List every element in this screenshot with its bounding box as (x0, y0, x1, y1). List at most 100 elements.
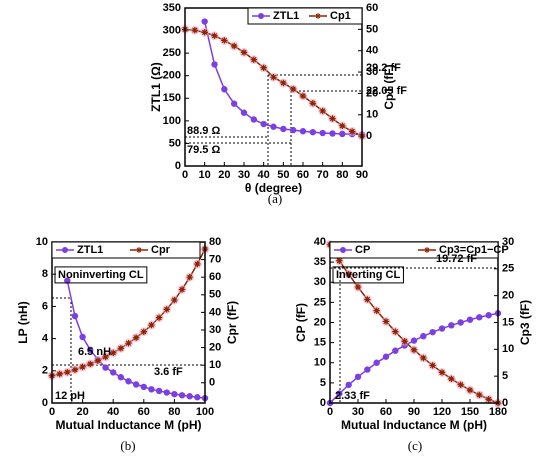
y2-axis-label: Cp1 (fF) (382, 64, 396, 109)
marker (345, 381, 352, 389)
marker (373, 359, 380, 366)
marker (382, 353, 390, 360)
marker (309, 128, 317, 136)
marker (448, 375, 455, 383)
marker (140, 383, 147, 391)
marker (163, 389, 170, 396)
annotation: Inverting CL (336, 269, 400, 281)
marker (364, 366, 371, 373)
marker (221, 86, 228, 93)
marker (186, 393, 193, 400)
marker (466, 316, 474, 323)
marker (457, 381, 464, 388)
marker (211, 61, 218, 68)
marker (329, 130, 336, 137)
marker (240, 109, 248, 116)
x-tick-label: 10 (199, 169, 211, 181)
marker (410, 337, 418, 344)
y2-tick-label: 20 (209, 341, 221, 353)
y2-tick-label: 20 (502, 290, 514, 302)
annotation: 2.33 fF (335, 390, 370, 402)
y2-axis-label: Cp3 (fF) (518, 300, 532, 345)
annotation: 29.2 fF (366, 62, 401, 74)
y-tick-label: 350 (163, 2, 181, 14)
y2-tick-label: 25 (502, 263, 514, 275)
y2-tick-label: 0 (209, 377, 215, 389)
marker (155, 387, 163, 395)
y2-tick-label: 50 (209, 289, 221, 301)
y2-tick-label: 0 (502, 397, 508, 409)
marker (171, 390, 178, 398)
y-axis-label: ZTL1 (Ω) (149, 62, 163, 112)
y-tick-label: 35 (314, 256, 326, 268)
marker (485, 312, 492, 319)
marker (240, 49, 248, 56)
marker (87, 346, 94, 354)
marker (94, 357, 102, 364)
y-tick-label: 30 (314, 276, 326, 288)
y-tick-label: 50 (169, 137, 181, 149)
x-tick-label: 0 (182, 169, 188, 181)
y-tick-label: 8 (42, 268, 48, 280)
marker (64, 277, 71, 284)
legend-marker (424, 247, 430, 253)
y-tick-label: 6 (42, 300, 48, 312)
marker (163, 306, 170, 313)
caption: (c) (408, 438, 422, 453)
marker (382, 318, 390, 325)
y-tick-label: 150 (163, 92, 181, 104)
x-tick-label: 100 (196, 406, 214, 418)
legend (329, 241, 499, 259)
marker (299, 128, 307, 135)
marker (211, 32, 218, 39)
y2-tick-label: 30 (366, 66, 378, 78)
marker (56, 370, 63, 378)
marker (260, 64, 267, 71)
marker (71, 312, 79, 320)
y2-tick-label: 40 (209, 306, 221, 318)
x-tick-label: 30 (238, 169, 250, 181)
legend-marker (258, 13, 264, 19)
y2-tick-label: 20 (366, 87, 378, 99)
y-tick-label: 25 (314, 296, 326, 308)
marker (457, 319, 464, 326)
marker (401, 338, 408, 345)
y-tick-label: 0 (42, 397, 48, 409)
legend-label: Cpr (151, 244, 171, 256)
y2-tick-label: 40 (366, 45, 378, 57)
y2-tick-label: 15 (502, 316, 514, 328)
marker (221, 37, 228, 44)
marker (410, 346, 418, 354)
legend-label: ZTL1 (273, 10, 299, 22)
x-axis-label: Mutual Inductance M (pH) (56, 418, 202, 432)
legend-label: Cp3=Cp1−CP (439, 244, 509, 256)
marker (148, 321, 155, 329)
x-tick-label: 80 (168, 406, 180, 418)
marker (270, 73, 277, 81)
y2-tick-label: 60 (209, 271, 221, 283)
marker (339, 130, 346, 138)
marker (476, 314, 483, 321)
marker (132, 334, 140, 341)
x-tick-label: 60 (138, 406, 150, 418)
y-tick-label: 10 (36, 236, 48, 248)
annotation-box (54, 266, 148, 284)
annotation: 6.5 nH (78, 346, 111, 358)
marker (171, 296, 178, 304)
marker (87, 360, 94, 368)
x-tick-label: 70 (317, 169, 329, 181)
marker (250, 56, 258, 63)
plot-frame (184, 7, 363, 167)
marker (79, 333, 86, 341)
x-tick-label: 180 (489, 406, 507, 418)
marker (429, 362, 436, 369)
marker (354, 373, 362, 381)
marker (448, 322, 455, 329)
marker (194, 394, 201, 401)
annotation: 3.6 fF (154, 366, 183, 378)
marker (289, 126, 297, 134)
y-tick-label: 15 (314, 337, 326, 349)
marker (280, 125, 287, 133)
marker (178, 392, 186, 399)
x-tick-label: 120 (433, 406, 451, 418)
